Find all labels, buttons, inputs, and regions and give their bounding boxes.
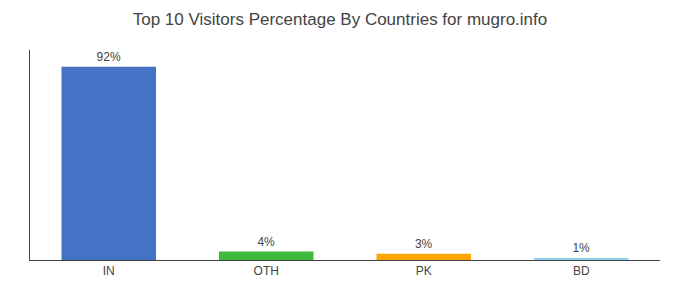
- svg-text:PK: PK: [416, 264, 432, 278]
- svg-text:92%: 92%: [97, 50, 121, 64]
- svg-text:OTH: OTH: [254, 264, 279, 278]
- svg-text:Top 10 Visitors Percentage By: Top 10 Visitors Percentage By Countries …: [133, 10, 548, 29]
- svg-text:1%: 1%: [572, 241, 590, 255]
- svg-text:4%: 4%: [257, 235, 275, 249]
- svg-text:BD: BD: [573, 264, 590, 278]
- svg-text:IN: IN: [103, 264, 115, 278]
- svg-text:3%: 3%: [415, 237, 433, 251]
